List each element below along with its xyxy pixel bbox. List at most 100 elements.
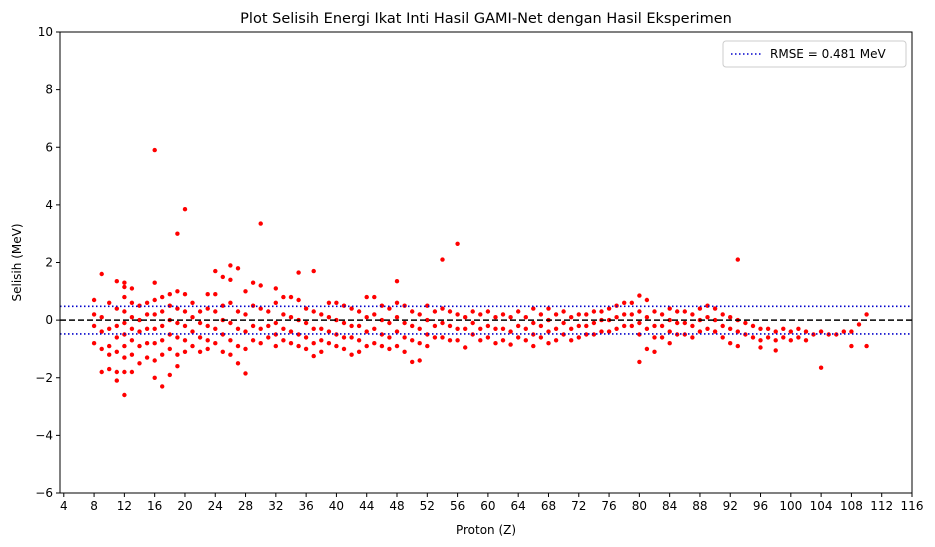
data-point: [190, 329, 195, 334]
data-point: [493, 315, 498, 320]
data-point: [281, 338, 286, 343]
data-point: [614, 326, 619, 331]
data-point: [364, 294, 369, 300]
y-axis-label: Selisih (MeV): [10, 224, 24, 302]
data-point: [235, 361, 241, 366]
y-tick-label: −2: [35, 371, 53, 385]
data-point: [243, 289, 248, 294]
data-point: [114, 323, 120, 329]
data-point: [516, 323, 521, 329]
data-point: [500, 326, 506, 331]
y-tick-label: 4: [45, 198, 53, 212]
x-tick-label: 68: [541, 499, 556, 513]
data-point: [303, 306, 309, 311]
data-point: [667, 306, 672, 311]
data-point: [107, 366, 112, 372]
data-point: [175, 320, 180, 326]
data-point: [235, 326, 241, 331]
data-point: [311, 268, 316, 274]
data-point: [796, 335, 801, 340]
data-point: [644, 346, 650, 352]
data-point: [228, 320, 233, 326]
data-point: [349, 352, 354, 357]
data-point: [773, 329, 778, 334]
data-point: [152, 147, 157, 153]
data-point: [273, 343, 278, 349]
data-point: [137, 317, 142, 323]
data-point: [394, 343, 400, 349]
data-point: [281, 312, 286, 317]
data-point: [659, 312, 665, 317]
data-point: [712, 317, 718, 323]
data-point: [553, 312, 559, 317]
data-point: [410, 338, 415, 343]
data-point: [440, 320, 445, 326]
data-point: [152, 375, 157, 380]
data-point: [765, 335, 771, 340]
data-point: [410, 323, 415, 329]
x-tick-label: 92: [723, 499, 738, 513]
x-tick-label: 48: [389, 499, 404, 513]
data-point: [91, 297, 97, 303]
data-point: [644, 297, 650, 303]
data-point: [818, 329, 824, 334]
data-point: [546, 329, 551, 334]
data-point: [213, 341, 218, 346]
data-point: [182, 323, 188, 329]
data-point: [129, 352, 135, 357]
data-point: [205, 292, 210, 297]
data-point: [205, 338, 210, 343]
data-point: [122, 284, 127, 290]
data-point: [697, 329, 703, 334]
data-point: [841, 329, 846, 334]
data-point: [856, 322, 862, 327]
data-point: [402, 320, 407, 326]
data-point: [629, 323, 634, 329]
data-point: [728, 326, 733, 331]
data-point: [500, 312, 506, 317]
data-point: [372, 294, 377, 300]
x-tick-label: 108: [840, 499, 863, 513]
data-point: [334, 317, 339, 323]
data-point: [531, 343, 536, 349]
data-point: [152, 297, 157, 303]
x-tick-label: 84: [662, 499, 677, 513]
data-point: [107, 343, 112, 349]
data-point: [266, 309, 271, 314]
data-point: [849, 329, 854, 334]
data-point: [614, 315, 619, 320]
data-point: [107, 352, 112, 357]
data-point: [682, 309, 687, 314]
data-point: [258, 306, 263, 311]
data-point: [114, 279, 120, 284]
data-point: [296, 343, 301, 349]
data-point: [637, 293, 642, 298]
data-point: [356, 309, 362, 314]
data-point: [303, 335, 309, 340]
data-point: [266, 335, 271, 340]
x-tick-label: 72: [571, 499, 586, 513]
data-point: [735, 329, 740, 334]
data-point: [410, 359, 415, 365]
data-point: [712, 329, 718, 334]
x-tick-label: 76: [601, 499, 616, 513]
data-point: [114, 378, 120, 383]
data-point: [144, 355, 150, 360]
data-point: [114, 306, 120, 311]
data-point: [372, 312, 377, 317]
data-point: [326, 300, 332, 305]
data-point: [410, 309, 415, 314]
data-point: [372, 326, 377, 331]
data-point: [190, 300, 195, 305]
data-point: [637, 359, 642, 365]
data-point: [523, 315, 528, 320]
y-tick-label: −6: [35, 486, 53, 500]
data-point: [334, 343, 339, 349]
x-tick-label: 28: [238, 499, 253, 513]
data-point: [319, 338, 324, 343]
x-tick-label: 40: [329, 499, 344, 513]
data-point: [144, 326, 150, 331]
data-point: [470, 309, 475, 314]
data-point: [152, 341, 157, 346]
